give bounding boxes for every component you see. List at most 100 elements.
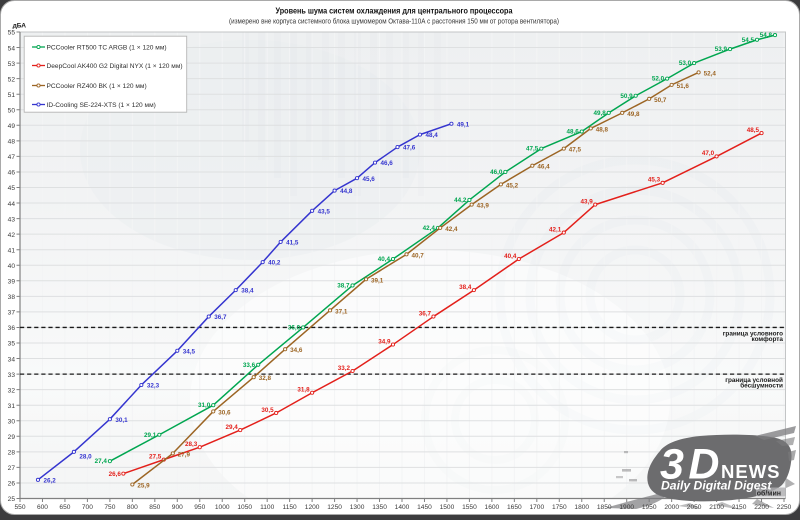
svg-text:48,5: 48,5 — [747, 127, 760, 134]
svg-text:44: 44 — [8, 201, 16, 208]
svg-text:42: 42 — [8, 232, 16, 239]
svg-text:1400: 1400 — [395, 504, 410, 511]
svg-text:1450: 1450 — [417, 504, 432, 511]
svg-text:41,5: 41,5 — [286, 240, 299, 247]
svg-text:1550: 1550 — [462, 504, 477, 511]
svg-text:1350: 1350 — [372, 504, 387, 511]
svg-text:1900: 1900 — [619, 504, 634, 511]
svg-text:1200: 1200 — [305, 504, 320, 511]
svg-text:42,4: 42,4 — [423, 225, 436, 232]
svg-text:1150: 1150 — [283, 504, 298, 511]
svg-text:28,3: 28,3 — [185, 441, 198, 448]
svg-text:43,9: 43,9 — [580, 198, 593, 205]
svg-text:33: 33 — [8, 372, 16, 379]
svg-text:28,0: 28,0 — [79, 453, 92, 460]
svg-text:34: 34 — [8, 356, 16, 363]
svg-text:1000: 1000 — [215, 504, 230, 511]
svg-text:2050: 2050 — [687, 504, 702, 511]
svg-text:об/мин: об/мин — [757, 489, 781, 497]
svg-text:33,6: 33,6 — [243, 362, 256, 369]
svg-text:36,7: 36,7 — [419, 310, 432, 317]
svg-text:40,4: 40,4 — [504, 253, 517, 260]
svg-text:27,5: 27,5 — [149, 453, 162, 460]
svg-text:32,3: 32,3 — [147, 383, 160, 390]
svg-text:30,6: 30,6 — [218, 409, 231, 416]
svg-text:1300: 1300 — [350, 504, 365, 511]
svg-text:750: 750 — [104, 504, 115, 511]
svg-text:53: 53 — [8, 61, 16, 68]
svg-text:28: 28 — [8, 450, 16, 457]
svg-text:46: 46 — [8, 170, 16, 177]
svg-text:2100: 2100 — [709, 504, 724, 511]
svg-text:54,8: 54,8 — [760, 32, 773, 39]
svg-text:Уровень шума систем охлаждения: Уровень шума систем охлаждения для центр… — [276, 7, 513, 16]
svg-text:31,8: 31,8 — [297, 387, 310, 394]
svg-text:30,1: 30,1 — [115, 417, 128, 424]
svg-text:26,6: 26,6 — [109, 471, 122, 478]
svg-text:бесшумности: бесшумности — [740, 382, 783, 390]
svg-text:46,4: 46,4 — [537, 164, 550, 171]
svg-text:DeepCool AK400 G2 Digital NYX: DeepCool AK400 G2 Digital NYX (1 × 120 м… — [47, 63, 183, 70]
svg-text:32: 32 — [8, 387, 16, 394]
svg-text:40,4: 40,4 — [378, 256, 391, 263]
svg-text:26: 26 — [8, 481, 16, 488]
svg-text:40,7: 40,7 — [411, 252, 424, 259]
svg-text:47: 47 — [8, 154, 16, 161]
svg-text:39,1: 39,1 — [371, 277, 384, 284]
svg-text:37: 37 — [8, 310, 16, 317]
svg-text:1700: 1700 — [529, 504, 544, 511]
svg-text:1050: 1050 — [237, 504, 252, 511]
svg-text:36,0: 36,0 — [288, 324, 301, 331]
svg-text:1800: 1800 — [574, 504, 589, 511]
svg-text:2200: 2200 — [754, 504, 769, 511]
svg-text:31: 31 — [8, 403, 16, 410]
svg-text:1500: 1500 — [440, 504, 455, 511]
svg-text:45: 45 — [8, 185, 16, 192]
svg-text:44,2: 44,2 — [454, 197, 467, 204]
svg-text:43,5: 43,5 — [318, 208, 331, 215]
svg-text:47,0: 47,0 — [702, 150, 715, 157]
svg-text:40,2: 40,2 — [268, 260, 281, 267]
svg-text:PCCooler RT500 TC ARGB (1 × 12: PCCooler RT500 TC ARGB (1 × 120 мм) — [47, 44, 167, 51]
svg-text:49,8: 49,8 — [593, 110, 606, 117]
svg-text:34,5: 34,5 — [183, 348, 196, 355]
svg-text:ID-Cooling SE-224-XTS (1 × 120: ID-Cooling SE-224-XTS (1 × 120 мм) — [47, 102, 156, 109]
svg-text:1250: 1250 — [327, 504, 342, 511]
svg-text:26,2: 26,2 — [43, 477, 56, 484]
svg-text:33,2: 33,2 — [338, 365, 351, 372]
svg-text:49,8: 49,8 — [627, 111, 640, 118]
svg-text:37,1: 37,1 — [335, 308, 348, 315]
svg-text:43,9: 43,9 — [477, 203, 490, 210]
svg-text:950: 950 — [194, 504, 205, 511]
svg-text:42,1: 42,1 — [549, 226, 562, 233]
svg-text:45,6: 45,6 — [363, 176, 376, 183]
svg-text:2000: 2000 — [664, 504, 679, 511]
svg-text:1650: 1650 — [507, 504, 522, 511]
svg-text:граница условного: граница условного — [723, 330, 783, 337]
svg-text:NEWS: NEWS — [721, 461, 781, 482]
svg-text:700: 700 — [82, 504, 93, 511]
svg-text:800: 800 — [127, 504, 138, 511]
svg-text:49: 49 — [8, 123, 16, 130]
svg-text:2250: 2250 — [777, 504, 792, 511]
svg-text:39: 39 — [8, 279, 16, 286]
svg-text:46,6: 46,6 — [381, 160, 394, 167]
svg-text:48,6: 48,6 — [566, 129, 579, 136]
svg-text:45,3: 45,3 — [648, 177, 661, 184]
svg-text:PCCooler RZ400 BK (1 × 120 мм): PCCooler RZ400 BK (1 × 120 мм) — [47, 83, 147, 90]
svg-text:1750: 1750 — [552, 504, 567, 511]
svg-text:29,1: 29,1 — [144, 432, 157, 439]
svg-text:дБА: дБА — [13, 23, 27, 30]
svg-text:35: 35 — [8, 341, 16, 348]
svg-text:51: 51 — [8, 92, 16, 99]
svg-text:54,5: 54,5 — [742, 37, 755, 44]
svg-text:46,0: 46,0 — [490, 169, 503, 176]
svg-text:1100: 1100 — [260, 504, 275, 511]
svg-text:51,6: 51,6 — [677, 83, 690, 90]
svg-text:40: 40 — [8, 263, 16, 270]
svg-text:47,5: 47,5 — [569, 147, 582, 154]
svg-text:650: 650 — [59, 504, 70, 511]
svg-text:27,4: 27,4 — [95, 458, 108, 465]
svg-text:38,7: 38,7 — [337, 282, 350, 289]
svg-text:52,0: 52,0 — [652, 76, 665, 83]
